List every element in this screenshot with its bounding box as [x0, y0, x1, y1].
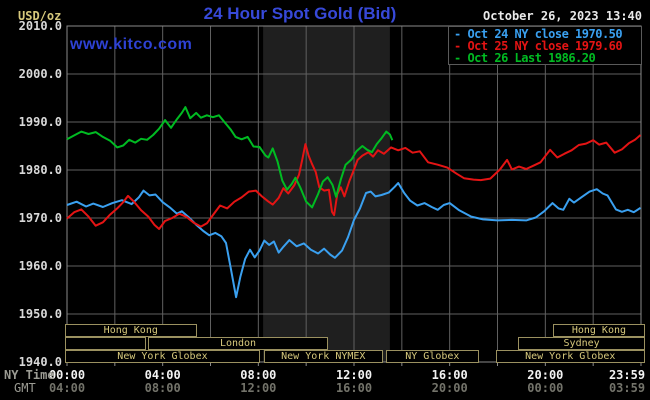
- session-new-york-nymex: New York NYMEX: [263, 350, 384, 363]
- ny-time-tick-label: 00:00: [48, 368, 86, 382]
- ny-time-tick-label: 23:59: [608, 368, 646, 382]
- ny-time-tick-label: 20:00: [527, 368, 564, 382]
- session-hong-kong: Hong Kong: [65, 324, 197, 337]
- y-tick-label: 1970.0: [18, 211, 62, 225]
- chart-timestamp: October 26, 2023 13:40: [483, 9, 642, 23]
- session-london: London: [147, 337, 329, 350]
- session-ny-globex: NY Globex: [385, 350, 479, 363]
- session-hong-kong: Hong Kong: [552, 324, 645, 337]
- kitco-watermark-link[interactable]: www.kitco.com: [70, 36, 193, 53]
- ny-time-tick-label: 08:00: [240, 368, 277, 382]
- gmt-tick-label: 20:00: [431, 381, 468, 395]
- ny-time-tick-label: 04:00: [144, 368, 181, 382]
- legend-entry-oct-24-close: - Oct 24 NY close 1970.50: [454, 27, 623, 41]
- page-title: 24 Hour Spot Gold (Bid): [203, 4, 397, 23]
- y-tick-label: 2010.0: [18, 19, 62, 33]
- legend-entry-oct-25-close: - Oct 25 NY close 1979.60: [454, 39, 623, 53]
- gmt-tick-label: 03:59: [608, 381, 646, 395]
- price-line-0: [66, 182, 642, 299]
- legend-entry-oct-26-last: - Oct 26 Last 1986.20: [454, 51, 596, 65]
- gmt-tick-label: 00:00: [527, 381, 564, 395]
- ny-time-tick-label: 16:00: [431, 368, 468, 382]
- y-tick-label: 1990.0: [18, 115, 62, 129]
- y-tick-label: 2000.0: [18, 67, 62, 81]
- session-unlabeled: [65, 337, 147, 350]
- legend: - Oct 24 NY close 1970.50- Oct 25 NY clo…: [448, 26, 642, 65]
- gmt-tick-label: 12:00: [240, 381, 277, 395]
- gmt-tick-label: 16:00: [335, 381, 373, 395]
- ny-time-tick-label: 12:00: [335, 368, 373, 382]
- gmt-axis-caption: GMT: [14, 381, 36, 395]
- gmt-tick-label: 08:00: [144, 381, 181, 395]
- session-new-york-globex: New York Globex: [65, 350, 260, 363]
- ny-time-axis-caption: NY Time: [4, 368, 55, 382]
- y-tick-label: 1950.0: [18, 307, 62, 321]
- session-sydney: Sydney: [518, 337, 645, 350]
- nymex-session-highlight-band: [263, 26, 390, 362]
- session-new-york-globex: New York Globex: [495, 350, 645, 363]
- y-tick-label: 1980.0: [18, 163, 62, 177]
- price-line-2: [66, 106, 394, 209]
- y-tick-label: 1940.0: [18, 355, 62, 369]
- price-line-1: [66, 134, 642, 230]
- gmt-tick-label: 04:00: [48, 381, 86, 395]
- y-axis-units-label: USD/oz: [18, 9, 62, 23]
- y-tick-label: 1960.0: [18, 259, 62, 273]
